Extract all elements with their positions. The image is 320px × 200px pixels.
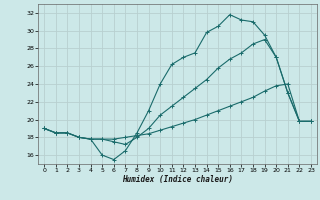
X-axis label: Humidex (Indice chaleur): Humidex (Indice chaleur)	[122, 175, 233, 184]
